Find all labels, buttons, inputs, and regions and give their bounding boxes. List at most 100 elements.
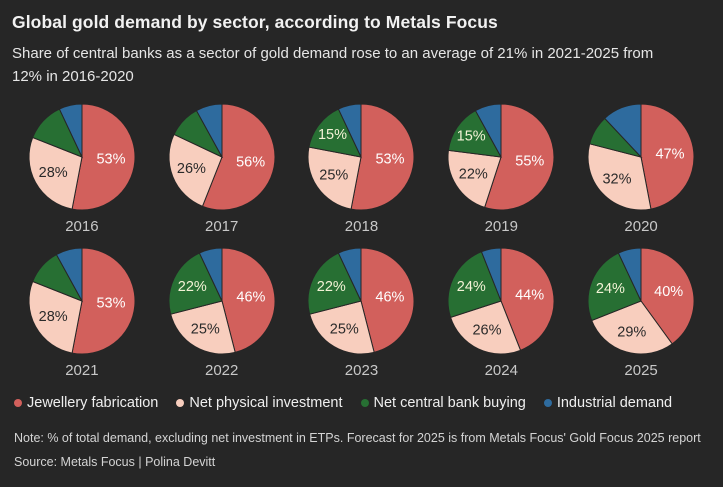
pie-chart-2022: 46% 25% 22% 2022 bbox=[152, 245, 292, 379]
pie-year-label: 2022 bbox=[205, 361, 239, 379]
chart-note: Note: % of total demand, excluding net i… bbox=[14, 430, 701, 445]
slice-label-jewellery-fabrication: 40% bbox=[654, 284, 683, 300]
pie-svg-2025: 40% 29% 24% bbox=[587, 246, 695, 354]
pie-slice-jewellery-fabrication bbox=[360, 246, 415, 353]
slice-label-net-physical-investment: 25% bbox=[320, 167, 349, 183]
slice-label-net-physical-investment: 22% bbox=[459, 166, 488, 182]
pie-year-label: 2024 bbox=[484, 361, 518, 379]
slice-label-net-central-bank-buying: 22% bbox=[177, 279, 206, 295]
pie-slice-net-physical-investment bbox=[28, 136, 83, 210]
pie-slice-net-central-bank-buying bbox=[308, 107, 363, 158]
slice-label-net-physical-investment: 25% bbox=[190, 321, 219, 337]
pie-slice-industrial-demand bbox=[475, 102, 502, 157]
pie-grid: 53% 28% 2016 56% 26% 2017 53% 25% 15% 2018 55% 22% 1… bbox=[12, 101, 711, 379]
pie-svg-2023: 46% 25% 22% bbox=[308, 246, 415, 354]
slice-label-net-physical-investment: 26% bbox=[177, 161, 206, 177]
pie-slice-net-physical-investment bbox=[447, 149, 502, 208]
pie-slice-industrial-demand bbox=[338, 102, 362, 157]
pie-slice-net-central-bank-buying bbox=[168, 251, 223, 315]
pie-svg-2017: 56% 26% bbox=[168, 102, 276, 210]
pie-svg-2021: 53% 28% bbox=[28, 246, 136, 354]
pie-slice-net-physical-investment bbox=[308, 145, 363, 210]
pie-svg-2020: 47% 32% bbox=[587, 102, 695, 210]
pie-slice-jewellery-fabrication bbox=[500, 246, 555, 351]
legend-label: Industrial demand bbox=[556, 394, 673, 411]
pie-chart-2023: 46% 25% 22% 2023 bbox=[292, 245, 432, 379]
pie-year-label: 2023 bbox=[344, 361, 379, 379]
pie-year-label: 2021 bbox=[65, 361, 99, 379]
slice-label-net-physical-investment: 26% bbox=[473, 322, 502, 338]
page-title: Global gold demand by sector, according … bbox=[12, 12, 498, 32]
pie-slice-industrial-demand bbox=[55, 246, 83, 301]
slice-label-net-central-bank-buying: 15% bbox=[457, 128, 486, 144]
legend-dot-net-physical-investment bbox=[176, 398, 185, 407]
pie-year-label: 2019 bbox=[484, 217, 518, 235]
pie-slice-net-physical-investment bbox=[169, 299, 236, 354]
pie-slice-jewellery-fabrication bbox=[640, 246, 695, 345]
slice-label-jewellery-fabrication: 53% bbox=[376, 151, 405, 167]
pie-slice-net-physical-investment bbox=[587, 142, 652, 210]
pie-slice-jewellery-fabrication bbox=[71, 246, 136, 354]
slice-label-jewellery-fabrication: 55% bbox=[516, 153, 545, 169]
pie-slice-industrial-demand bbox=[195, 102, 223, 157]
legend-item-net-physical-investment: Net physical investment bbox=[176, 394, 343, 411]
slice-label-net-central-bank-buying: 24% bbox=[596, 280, 625, 296]
pie-svg-2018: 53% 25% 15% bbox=[308, 102, 415, 210]
slice-label-net-central-bank-buying: 15% bbox=[318, 126, 347, 142]
slice-label-net-physical-investment: 28% bbox=[39, 164, 68, 180]
pie-chart-2019: 55% 22% 15% 2019 bbox=[431, 101, 571, 235]
legend-label: Jewellery fabrication bbox=[27, 394, 159, 411]
pie-slice-jewellery-fabrication bbox=[71, 102, 136, 210]
legend-label: Net central bank buying bbox=[373, 394, 526, 411]
pie-slice-industrial-demand bbox=[481, 246, 502, 301]
chart-source: Source: Metals Focus | Polina Devitt bbox=[14, 454, 216, 469]
pie-slice-industrial-demand bbox=[338, 246, 362, 301]
pie-chart-2016: 53% 28% 2016 bbox=[12, 101, 152, 235]
legend-item-jewellery-fabrication: Jewellery fabrication bbox=[14, 395, 158, 411]
pie-svg-2016: 53% 28% bbox=[28, 102, 136, 210]
legend: Jewellery fabrication Net physical invest… bbox=[12, 395, 711, 411]
slice-label-net-physical-investment: 29% bbox=[617, 324, 646, 340]
pie-slice-industrial-demand bbox=[58, 102, 83, 157]
pie-chart-2025: 40% 29% 24% 2025 bbox=[571, 245, 711, 379]
pie-year-label: 2017 bbox=[205, 217, 239, 235]
pie-chart-2020: 47% 32% 2020 bbox=[571, 101, 711, 235]
pie-slice-industrial-demand bbox=[604, 102, 642, 158]
pie-slice-net-central-bank-buying bbox=[587, 251, 642, 321]
pie-year-label: 2025 bbox=[624, 361, 658, 379]
slice-label-jewellery-fabrication: 44% bbox=[515, 287, 544, 303]
legend-item-industrial-demand: Industrial demand bbox=[543, 394, 673, 411]
pie-slice-net-central-bank-buying bbox=[448, 109, 503, 158]
pie-svg-2024: 44% 26% 24% bbox=[447, 246, 555, 354]
pie-svg-2019: 55% 22% 15% bbox=[447, 102, 555, 210]
legend-item-net-central-bank-buying: Net central bank buying bbox=[360, 394, 526, 411]
pie-chart-2018: 53% 25% 15% 2018 bbox=[292, 101, 432, 235]
pie-slice-jewellery-fabrication bbox=[484, 102, 555, 210]
pie-slice-jewellery-fabrication bbox=[221, 246, 276, 353]
slice-label-net-physical-investment: 28% bbox=[39, 308, 68, 324]
legend-dot-jewellery-fabrication bbox=[14, 398, 22, 407]
slice-label-jewellery-fabrication: 53% bbox=[96, 295, 125, 311]
pie-svg-2022: 46% 25% 22% bbox=[168, 246, 276, 354]
chart-subtitle: Share of central banks as a sector of go… bbox=[12, 45, 654, 86]
pie-year-label: 2018 bbox=[344, 217, 379, 235]
slice-label-net-physical-investment: 32% bbox=[603, 171, 632, 187]
pie-slice-jewellery-fabrication bbox=[201, 102, 276, 210]
legend-label: Net physical investment bbox=[189, 394, 343, 411]
slice-label-jewellery-fabrication: 47% bbox=[656, 146, 685, 162]
chart-footer: Note: % of total demand, excluding net i… bbox=[12, 431, 711, 469]
slice-label-jewellery-fabrication: 46% bbox=[376, 289, 405, 305]
slice-label-net-central-bank-buying: 24% bbox=[457, 279, 486, 295]
pie-year-label: 2016 bbox=[65, 217, 99, 235]
pie-chart-2021: 53% 28% 2021 bbox=[12, 245, 152, 379]
pie-slice-net-physical-investment bbox=[591, 299, 673, 354]
slice-label-net-physical-investment: 25% bbox=[330, 321, 359, 337]
pie-year-label: 2020 bbox=[624, 217, 658, 235]
pie-slice-industrial-demand bbox=[617, 246, 642, 301]
pie-slice-industrial-demand bbox=[198, 246, 223, 301]
pie-slice-jewellery-fabrication bbox=[640, 102, 695, 210]
pie-slice-net-physical-investment bbox=[28, 280, 83, 354]
slice-label-net-central-bank-buying: 22% bbox=[317, 279, 346, 295]
pie-slice-jewellery-fabrication bbox=[350, 102, 415, 210]
